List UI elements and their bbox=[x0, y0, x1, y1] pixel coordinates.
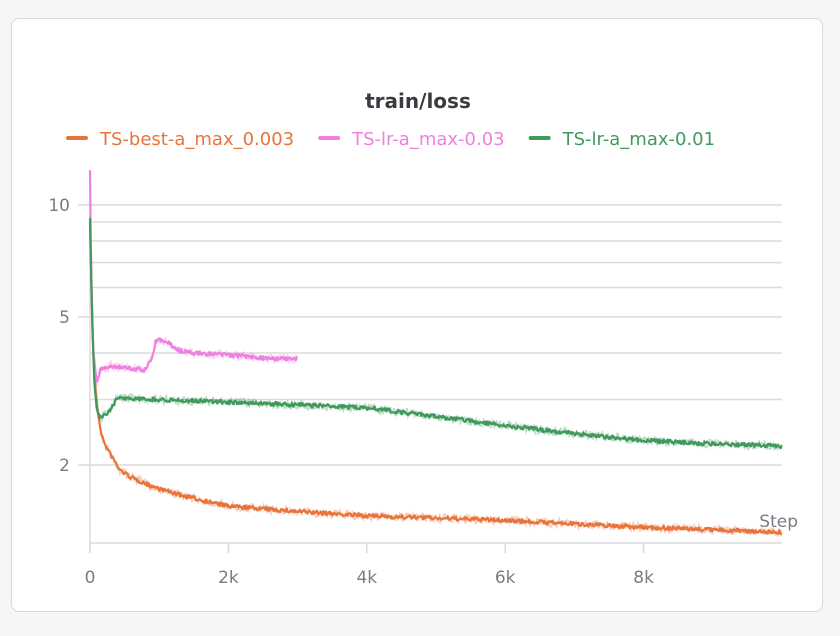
axes: 10 5 2 0 2k 4k 6k 8k bbox=[48, 170, 782, 588]
legend-label: TS-lr-a_max-0.03 bbox=[351, 129, 504, 150]
legend-item: TS-lr-a_max-0.03 bbox=[318, 129, 505, 150]
x-axis-label: Step bbox=[759, 512, 798, 532]
series-line bbox=[88, 223, 783, 536]
grid bbox=[78, 204, 782, 466]
x-tick-label: 6k bbox=[495, 568, 516, 588]
legend-item: TS-lr-a_max-0.01 bbox=[528, 129, 715, 150]
series-line bbox=[88, 170, 299, 383]
x-tick-label: 0 bbox=[85, 568, 96, 588]
x-tick-label: 2k bbox=[218, 568, 239, 588]
series-line bbox=[88, 218, 783, 449]
y-tick-label: 10 bbox=[48, 196, 70, 216]
chart-title: train/loss bbox=[365, 89, 471, 113]
legend-item: TS-best-a_max_0.003 bbox=[66, 129, 294, 150]
legend-label: TS-lr-a_max-0.01 bbox=[562, 129, 715, 150]
x-tick-label: 4k bbox=[356, 568, 377, 588]
legend-label: TS-best-a_max_0.003 bbox=[99, 129, 294, 150]
x-tick-label: 8k bbox=[633, 568, 654, 588]
y-tick-label: 2 bbox=[59, 456, 70, 476]
legend: TS-best-a_max_0.003 TS-lr-a_max-0.03 TS-lr… bbox=[66, 129, 715, 150]
chart-card bbox=[11, 18, 823, 612]
y-tick-label: 5 bbox=[59, 308, 70, 328]
series-raw-line bbox=[89, 217, 783, 539]
series-lines bbox=[88, 170, 783, 539]
